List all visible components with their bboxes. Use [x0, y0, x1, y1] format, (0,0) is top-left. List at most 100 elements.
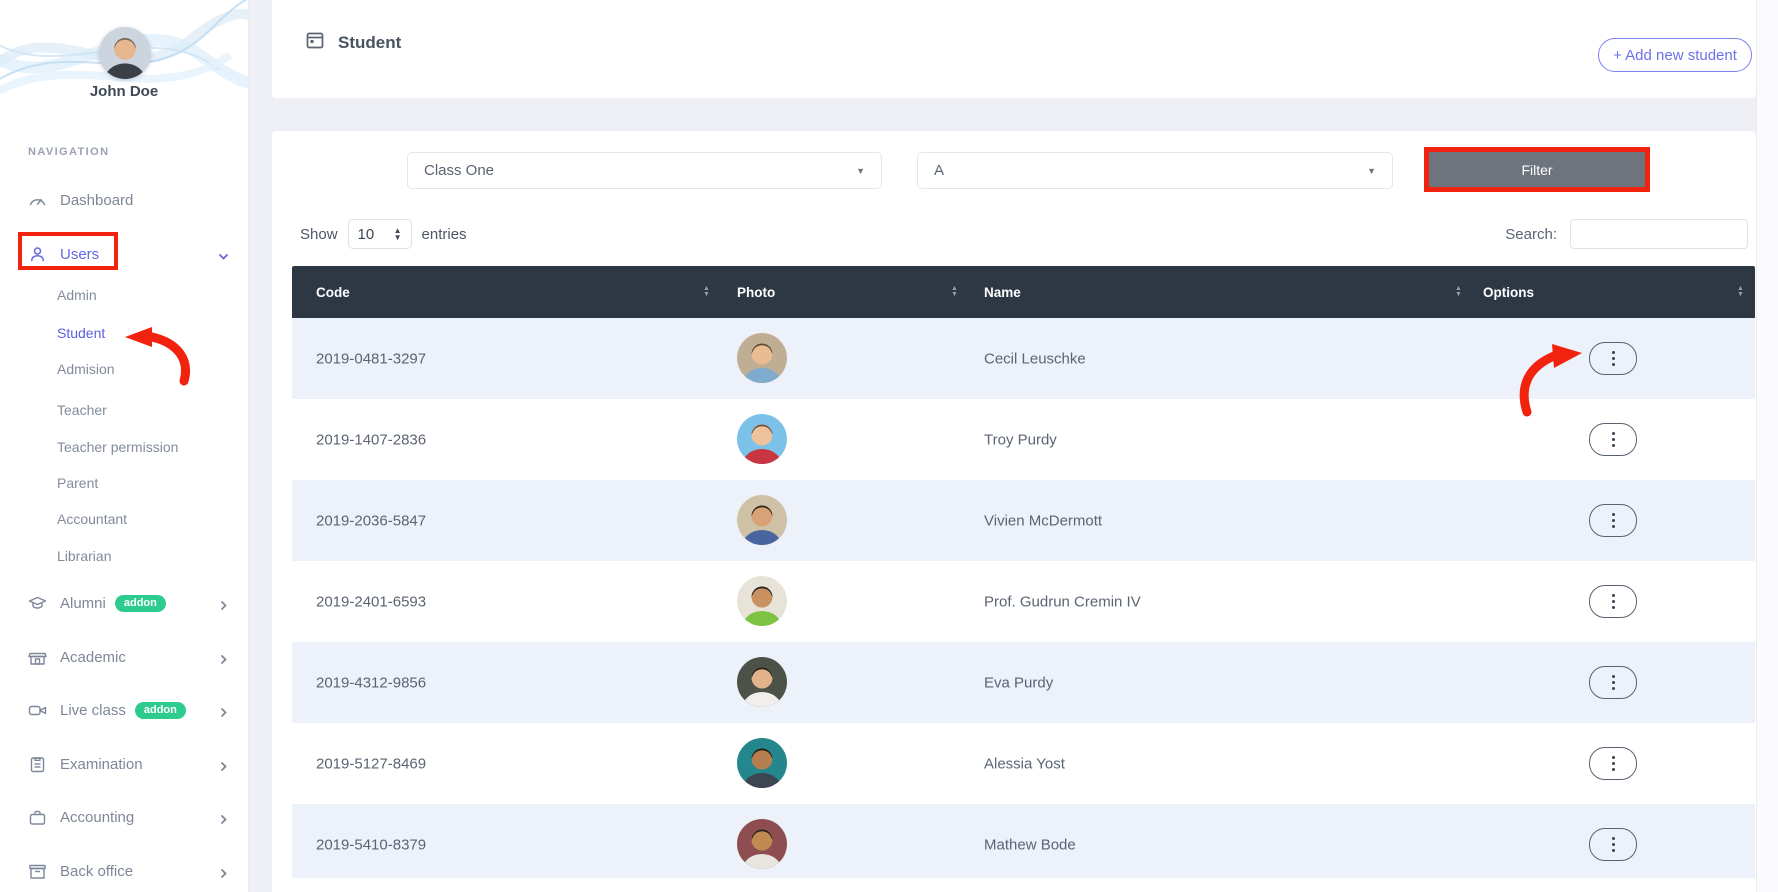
addon-badge: addon: [134, 701, 186, 719]
entries-control: Show 10 ▲ ▼ entries: [300, 219, 467, 249]
student-code: 2019-1407-2836: [316, 431, 427, 448]
sidebar-item-label: Academic: [60, 648, 126, 666]
sidebar-item-student[interactable]: Student: [57, 318, 229, 348]
sort-icon[interactable]: ▲ ▼: [703, 285, 710, 298]
entries-select[interactable]: 10 ▲ ▼: [347, 219, 412, 249]
annotation-arrow-options: [1519, 344, 1582, 417]
sidebar-item-parent[interactable]: Parent: [57, 468, 229, 498]
vertical-scrollbar-track[interactable]: [1756, 0, 1778, 892]
row-options-button[interactable]: [1589, 585, 1637, 618]
school-building-icon: [28, 648, 47, 667]
row-options-button[interactable]: [1589, 747, 1637, 780]
row-options-button[interactable]: [1589, 504, 1637, 537]
column-header-photo[interactable]: Photo: [737, 284, 776, 300]
sidebar-item-label: Alumni: [60, 594, 106, 612]
sidebar-item-label: Users: [60, 245, 100, 263]
sidebar-item-label: Accounting: [60, 808, 135, 826]
student-photo: [737, 738, 787, 788]
sidebar-item-back-office[interactable]: Back office: [28, 856, 229, 886]
sidebar-item-dashboard[interactable]: Dashboard: [28, 185, 229, 215]
student-photo: [737, 819, 787, 869]
submenu-label: Accountant: [57, 511, 128, 527]
column-header-code[interactable]: Code: [316, 284, 350, 300]
submenu-label: Librarian: [57, 548, 112, 564]
stepper-icon: ▲ ▼: [393, 226, 402, 242]
search-label: Search:: [1505, 225, 1557, 243]
student-code: 2019-0481-3297: [316, 350, 427, 367]
briefcase-icon: [28, 808, 47, 827]
student-name: Alessia Yost: [984, 755, 1065, 772]
row-options-button[interactable]: [1589, 342, 1637, 375]
sort-icon[interactable]: ▲ ▼: [1737, 285, 1744, 298]
sidebar-item-live-class[interactable]: Live class addon: [28, 695, 229, 725]
user-avatar[interactable]: [99, 27, 151, 79]
submenu-label: Admision: [57, 361, 115, 377]
sidebar-item-accountant[interactable]: Accountant: [57, 504, 229, 534]
chevron-right-icon: [218, 705, 229, 717]
sort-icon[interactable]: ▲ ▼: [1455, 285, 1462, 298]
annotation-box-users: [18, 232, 118, 270]
graduation-cap-icon: [28, 594, 47, 613]
sidebar: John Doe NAVIGATION Dashboard Users Admi…: [0, 0, 248, 892]
submenu-label: Admin: [57, 287, 97, 303]
row-options-button[interactable]: [1589, 423, 1637, 456]
row-options-button[interactable]: [1589, 666, 1637, 699]
chevron-right-icon: [218, 812, 229, 824]
archive-icon: [28, 862, 47, 881]
sidebar-item-label: Examination: [60, 755, 143, 773]
search-input[interactable]: [1570, 219, 1748, 249]
table-row: 2019-5127-8469 Alessia Yost: [292, 723, 1755, 804]
student-name: Mathew Bode: [984, 836, 1076, 853]
column-header-name[interactable]: Name: [984, 284, 1021, 300]
chevron-right-icon: [218, 866, 229, 878]
clipboard-icon: [28, 755, 47, 774]
addon-badge: addon: [114, 594, 166, 612]
sidebar-item-admin[interactable]: Admin: [57, 280, 229, 310]
table-header: Code ▲ ▼ Photo ▲ ▼ Name ▲ ▼ Options ▲ ▼: [292, 266, 1755, 318]
entries-label: entries: [421, 225, 467, 243]
video-camera-icon: [28, 701, 47, 720]
student-name: Troy Purdy: [984, 431, 1057, 448]
student-code: 2019-5410-8379: [316, 836, 427, 853]
sidebar-item-label: Dashboard: [60, 191, 134, 209]
submenu-label: Student: [57, 325, 106, 341]
entries-value: 10: [357, 225, 375, 243]
page-title: Student: [305, 30, 401, 55]
sidebar-item-examination[interactable]: Examination: [28, 749, 229, 779]
table-row: 2019-2401-6593 Prof. Gudrun Cremin IV: [292, 561, 1755, 642]
speedometer-icon: [28, 191, 47, 210]
table-row: 2019-0481-3297 Cecil Leuschke: [292, 318, 1755, 399]
chevron-right-icon: [218, 652, 229, 664]
sidebar-item-librarian[interactable]: Librarian: [57, 541, 229, 571]
sidebar-item-alumni[interactable]: Alumni addon: [28, 588, 229, 618]
chevron-down-icon: ▼: [856, 165, 865, 176]
student-name: Cecil Leuschke: [984, 350, 1086, 367]
sidebar-item-academic[interactable]: Academic: [28, 642, 229, 672]
section-select[interactable]: A ▼: [917, 152, 1393, 189]
student-name: Eva Purdy: [984, 674, 1054, 691]
add-new-student-button[interactable]: + Add new student: [1598, 38, 1752, 72]
column-header-options[interactable]: Options: [1483, 284, 1534, 300]
sidebar-item-accounting[interactable]: Accounting: [28, 802, 229, 832]
row-options-button[interactable]: [1589, 828, 1637, 861]
student-name: Vivien McDermott: [984, 512, 1103, 529]
calendar-icon: [305, 30, 325, 55]
filter-button[interactable]: Filter: [1429, 152, 1645, 187]
sidebar-item-label: Back office: [60, 862, 134, 880]
sidebar-item-users[interactable]: Users: [28, 239, 229, 269]
table-row: 2019-5410-8379 Mathew Bode: [292, 804, 1755, 885]
sidebar-item-teacher[interactable]: Teacher: [57, 395, 229, 425]
submenu-label: Teacher: [57, 402, 107, 418]
sidebar-item-teacher-permission[interactable]: Teacher permission: [57, 432, 229, 462]
page-title-text: Student: [338, 32, 402, 52]
horizontal-scrollbar-track[interactable]: [272, 878, 1756, 892]
student-code: 2019-4312-9856: [316, 674, 427, 691]
sort-icon[interactable]: ▲ ▼: [951, 285, 958, 298]
sidebar-item-label: Live class: [60, 701, 126, 719]
class-select[interactable]: Class One ▼: [407, 152, 882, 189]
chevron-right-icon: [218, 759, 229, 771]
content-card: Class One ▼ A ▼ Filter Show 10 ▲ ▼ entrie…: [272, 131, 1756, 892]
student-name: Prof. Gudrun Cremin IV: [984, 593, 1141, 610]
sidebar-item-admision[interactable]: Admision: [57, 354, 229, 384]
